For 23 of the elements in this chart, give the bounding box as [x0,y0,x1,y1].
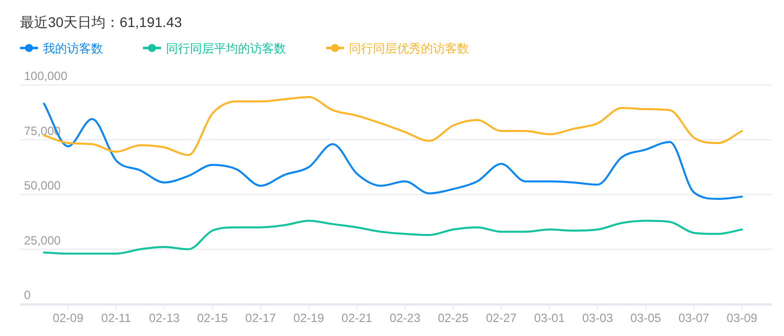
x-tick-label: 03-03 [582,311,614,325]
legend-label: 同行同层优秀的访客数 [349,42,469,56]
x-tick-label: 03-07 [678,311,710,325]
x-tick-label: 02-17 [245,311,276,325]
x-tick-label: 02-09 [52,311,84,325]
x-tick-label: 02-19 [293,311,324,325]
x-tick-label: 02-25 [438,311,469,325]
x-tick-label: 02-13 [148,311,180,325]
x-tick-label: 02-21 [342,311,373,325]
x-tick-label: 02-11 [101,311,132,325]
y-tick-label: 25,000 [24,233,62,248]
y-tick-label: 50,000 [24,178,62,192]
legend-label: 同行同层平均的访客数 [166,42,286,56]
legend-label: 我的访客数 [43,42,103,56]
x-tick-label: 02-27 [486,311,517,325]
title: 最近30天日均：61,191.43 [20,14,182,30]
x-tick-label: 03-01 [534,311,566,325]
x-tick-label: 03-09 [726,311,758,325]
x-tick-label: 02-15 [197,311,228,325]
y-tick-label: 0 [24,288,31,302]
y-tick-label: 100,000 [24,69,68,83]
x-tick-label: 03-05 [630,311,662,325]
x-tick-label: 02-23 [390,311,421,325]
